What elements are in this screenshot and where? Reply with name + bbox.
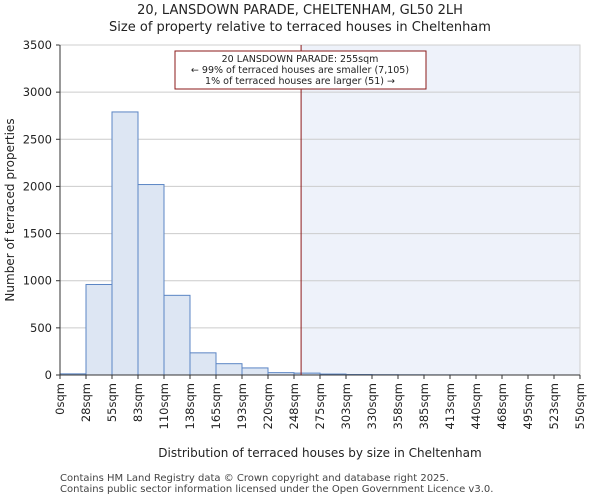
x-tick-label: 0sqm bbox=[53, 383, 67, 415]
x-tick-label: 165sqm bbox=[209, 383, 223, 429]
annotation-line-2: ← 99% of terraced houses are smaller (7,… bbox=[191, 65, 409, 76]
y-tick-label: 1000 bbox=[23, 274, 52, 288]
chart-subtitle: Size of property relative to terraced ho… bbox=[109, 20, 491, 35]
footer-line-2: Contains public sector information licen… bbox=[60, 484, 494, 495]
x-tick-label: 550sqm bbox=[573, 383, 587, 429]
y-tick-label: 500 bbox=[30, 321, 52, 335]
footer-line-1: Contains HM Land Registry data © Crown c… bbox=[60, 473, 449, 484]
x-tick-label: 440sqm bbox=[469, 383, 483, 429]
histogram-bar bbox=[137, 184, 165, 376]
histogram-bar bbox=[215, 363, 243, 376]
x-tick-label: 110sqm bbox=[157, 383, 171, 429]
y-axis-label: Number of terraced properties bbox=[3, 118, 17, 301]
x-tick-label: 358sqm bbox=[391, 383, 405, 429]
y-tick-label: 0 bbox=[45, 368, 52, 382]
annotation-box: 20 LANSDOWN PARADE: 255sqm ← 99% of terr… bbox=[174, 50, 427, 90]
x-tick-label: 220sqm bbox=[261, 383, 275, 429]
x-tick-label: 413sqm bbox=[443, 383, 457, 429]
histogram-bar bbox=[163, 294, 191, 376]
y-tick-label: 2000 bbox=[23, 179, 52, 193]
x-tick-label: 28sqm bbox=[79, 383, 93, 422]
histogram-bar bbox=[189, 352, 217, 376]
x-tick-label: 330sqm bbox=[365, 383, 379, 429]
x-tick-label: 83sqm bbox=[131, 383, 145, 422]
annotation-line-1: 20 LANSDOWN PARADE: 255sqm bbox=[222, 54, 379, 65]
histogram-bar bbox=[85, 283, 113, 376]
x-tick-label: 468sqm bbox=[495, 383, 509, 429]
x-tick-label: 303sqm bbox=[339, 383, 353, 429]
x-tick-label: 193sqm bbox=[235, 383, 249, 429]
x-tick-label: 138sqm bbox=[183, 383, 197, 429]
x-tick-label: 495sqm bbox=[521, 383, 535, 429]
histogram-chart: 0 500 1000 1500 2000 2500 3000 3500 0sqm 28sqm 55s… bbox=[3, 38, 587, 460]
y-tick-label: 3000 bbox=[23, 85, 52, 99]
annotation-line-3: 1% of terraced houses are larger (51) → bbox=[205, 76, 395, 87]
x-tick-label: 248sqm bbox=[287, 383, 301, 429]
x-tick-label: 275sqm bbox=[313, 383, 327, 429]
x-tick-label: 523sqm bbox=[547, 383, 561, 429]
histogram-bar bbox=[241, 367, 269, 376]
chart-title: 20, LANSDOWN PARADE, CHELTENHAM, GL50 2L… bbox=[137, 3, 463, 18]
y-tick-label: 2500 bbox=[23, 132, 52, 146]
histogram-bar bbox=[111, 111, 139, 376]
y-tick-label: 3500 bbox=[23, 38, 52, 52]
y-tick-label: 1500 bbox=[23, 227, 52, 241]
x-tick-label: 385sqm bbox=[417, 383, 431, 429]
highlight-region bbox=[301, 45, 580, 375]
x-tick-label: 55sqm bbox=[105, 383, 119, 422]
x-axis-label: Distribution of terraced houses by size … bbox=[158, 446, 481, 460]
